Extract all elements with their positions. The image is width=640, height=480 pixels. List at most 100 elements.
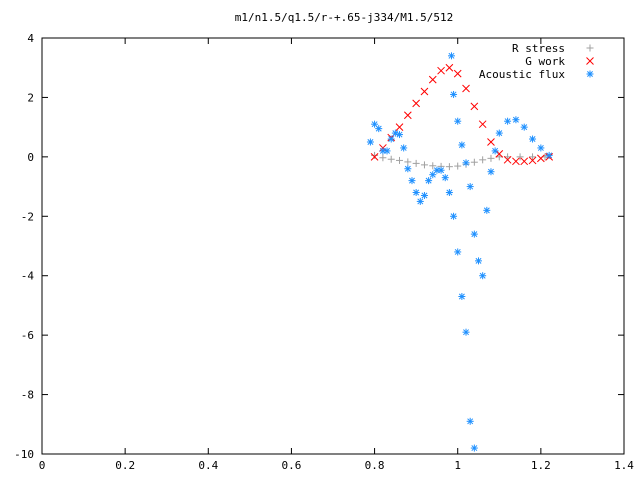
point-2-14 bbox=[425, 177, 433, 185]
y-tick-label-2: 0 bbox=[27, 151, 34, 164]
point-0-6 bbox=[420, 161, 428, 169]
point-0-14 bbox=[487, 154, 495, 162]
y-tick-label-0: 4 bbox=[27, 32, 34, 45]
point-2-28 bbox=[454, 117, 462, 125]
point-2-19 bbox=[445, 189, 453, 197]
point-0-1 bbox=[379, 154, 387, 162]
x-tick-label-1: 0.2 bbox=[115, 459, 135, 472]
x-tick-label-0: 0 bbox=[39, 459, 46, 472]
point-2-20 bbox=[450, 212, 458, 220]
point-1-15 bbox=[495, 150, 504, 158]
y-tick-label-5: -6 bbox=[21, 329, 34, 342]
point-2-27 bbox=[450, 90, 458, 98]
point-0-4 bbox=[404, 158, 412, 166]
point-0-0 bbox=[371, 151, 379, 159]
point-2-18 bbox=[441, 174, 449, 182]
series-g-work bbox=[370, 63, 554, 166]
point-2-44 bbox=[545, 151, 553, 159]
axis-ticks: 0 0.2 0.4 0.6 0.8 1 1.2 1.4 4 2 0 -2 -4 -6 -8 -10 bbox=[14, 32, 634, 472]
legend-marker-1 bbox=[586, 57, 594, 65]
point-2-42 bbox=[529, 135, 537, 143]
point-2-29 bbox=[458, 141, 466, 149]
point-2-8 bbox=[400, 144, 408, 152]
point-2-32 bbox=[470, 230, 478, 238]
point-1-18 bbox=[520, 157, 529, 166]
x-tick-label-2: 0.4 bbox=[198, 459, 218, 472]
point-2-9 bbox=[404, 165, 412, 173]
point-2-24 bbox=[466, 417, 474, 425]
x-tick-label-3: 0.6 bbox=[281, 459, 301, 472]
x-tick-label-5: 1 bbox=[454, 459, 461, 472]
point-1-16 bbox=[503, 155, 512, 164]
point-1-14 bbox=[487, 138, 495, 146]
legend-label-0: R stress bbox=[512, 42, 565, 55]
point-2-34 bbox=[479, 272, 487, 280]
point-1-5 bbox=[412, 99, 420, 108]
y-tick-label-6: -8 bbox=[21, 389, 34, 402]
point-2-36 bbox=[487, 168, 495, 176]
point-2-0 bbox=[366, 138, 374, 146]
point-1-17 bbox=[512, 157, 520, 166]
point-0-10 bbox=[454, 162, 462, 170]
point-2-5 bbox=[387, 135, 395, 143]
plot-area bbox=[41, 37, 625, 455]
point-2-2 bbox=[375, 125, 383, 133]
legend-label-1: G work bbox=[525, 55, 565, 68]
point-2-25 bbox=[470, 444, 478, 452]
x-tick-label-7: 1.4 bbox=[614, 459, 634, 472]
y-tick-label-1: 2 bbox=[27, 91, 34, 104]
y-tick-label-3: -2 bbox=[21, 210, 34, 223]
point-1-3 bbox=[395, 123, 404, 131]
point-2-37 bbox=[491, 147, 499, 155]
point-2-22 bbox=[458, 293, 466, 301]
point-2-7 bbox=[396, 131, 404, 139]
x-tick-label-4: 0.8 bbox=[365, 459, 385, 472]
point-2-38 bbox=[495, 129, 503, 137]
point-2-39 bbox=[504, 117, 512, 125]
point-2-30 bbox=[462, 159, 470, 167]
point-1-6 bbox=[420, 87, 429, 96]
point-0-12 bbox=[470, 158, 478, 166]
point-0-17 bbox=[516, 153, 524, 161]
point-0-2 bbox=[387, 155, 395, 163]
point-0-18 bbox=[529, 153, 537, 161]
point-2-31 bbox=[466, 183, 474, 191]
point-2-33 bbox=[475, 257, 482, 265]
point-2-41 bbox=[520, 123, 528, 131]
point-1-19 bbox=[528, 156, 537, 165]
legend-marker-0 bbox=[586, 44, 594, 52]
point-1-13 bbox=[478, 120, 487, 129]
x-tick-label-6: 1.2 bbox=[531, 459, 551, 472]
point-1-4 bbox=[403, 111, 412, 120]
point-1-20 bbox=[537, 154, 545, 163]
point-1-12 bbox=[470, 102, 479, 111]
point-2-4 bbox=[383, 147, 391, 155]
point-1-8 bbox=[437, 66, 445, 75]
legend-marker-2 bbox=[586, 70, 594, 78]
point-2-11 bbox=[412, 189, 420, 197]
point-1-0 bbox=[370, 153, 379, 161]
point-1-7 bbox=[428, 75, 437, 84]
point-0-5 bbox=[412, 159, 420, 167]
point-1-10 bbox=[453, 69, 462, 78]
point-0-9 bbox=[445, 163, 453, 171]
data-marks bbox=[366, 52, 554, 452]
chart-title: m1/n1.5/q1.5/r-+.65-j334/M1.5/512 bbox=[235, 11, 454, 24]
point-2-26 bbox=[447, 52, 455, 60]
point-2-17 bbox=[437, 166, 445, 174]
y-tick-label-7: -10 bbox=[14, 448, 34, 461]
point-2-35 bbox=[483, 206, 491, 214]
point-0-13 bbox=[479, 156, 487, 164]
point-2-40 bbox=[512, 116, 520, 124]
legend-label-2: Acoustic flux bbox=[479, 68, 565, 81]
point-2-10 bbox=[408, 177, 416, 185]
point-2-13 bbox=[420, 191, 428, 199]
point-2-12 bbox=[416, 197, 424, 205]
point-0-3 bbox=[396, 156, 404, 164]
series-acoustic-flux bbox=[366, 52, 553, 452]
point-2-43 bbox=[537, 144, 545, 152]
point-1-11 bbox=[462, 84, 470, 93]
point-2-21 bbox=[454, 248, 462, 256]
